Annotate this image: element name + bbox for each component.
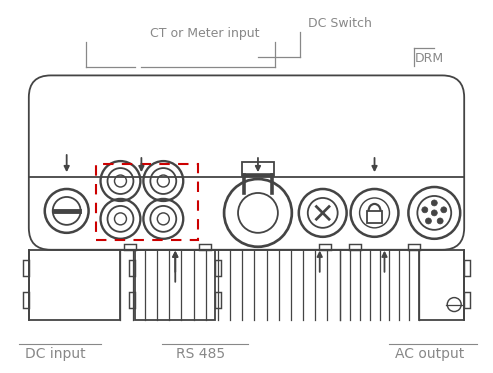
Bar — [319, 244, 331, 250]
Text: AC output: AC output — [395, 347, 464, 361]
Text: DRM: DRM — [415, 52, 444, 65]
Circle shape — [431, 210, 437, 216]
Bar — [464, 292, 470, 308]
Circle shape — [441, 207, 447, 213]
Bar — [130, 260, 136, 276]
Bar — [215, 260, 221, 276]
Bar — [96, 164, 198, 240]
Text: DC Switch: DC Switch — [308, 17, 372, 30]
Bar — [367, 211, 383, 223]
Text: CT or Meter input: CT or Meter input — [150, 27, 260, 40]
Bar — [199, 244, 211, 250]
Text: RS 485: RS 485 — [176, 347, 225, 361]
Circle shape — [431, 200, 437, 206]
Bar — [29, 250, 120, 320]
Bar — [23, 292, 29, 308]
Bar — [464, 260, 470, 276]
Bar — [130, 292, 136, 308]
Bar — [242, 162, 274, 176]
Circle shape — [422, 207, 428, 213]
Bar — [136, 250, 215, 320]
Bar — [124, 244, 137, 250]
Bar — [349, 244, 360, 250]
Bar — [23, 260, 29, 276]
Bar — [215, 292, 221, 308]
Circle shape — [425, 218, 431, 224]
Bar — [420, 250, 464, 320]
Text: DC input: DC input — [26, 347, 86, 361]
Bar — [408, 244, 421, 250]
Circle shape — [437, 218, 443, 224]
